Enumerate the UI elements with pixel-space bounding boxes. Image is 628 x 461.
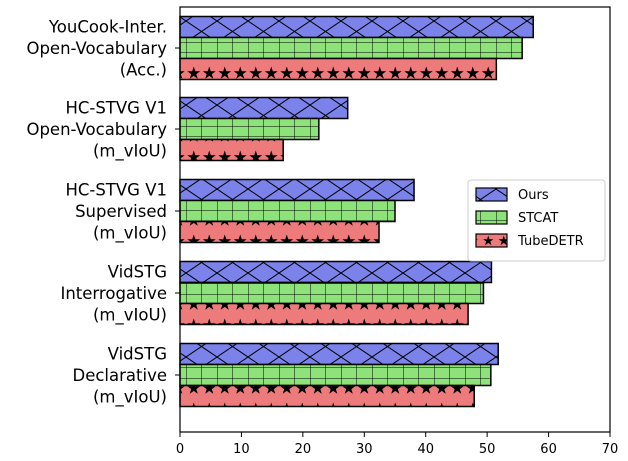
plot-frame bbox=[179, 6, 611, 433]
bar-ours-3 bbox=[179, 260, 493, 284]
bar-stcat-1 bbox=[179, 117, 320, 141]
category-label-2-0: HC-STVG V1 bbox=[65, 181, 167, 200]
category-label-1-1: Open-Vocabulary bbox=[26, 120, 167, 139]
category-label-1-2: (m_vIoU) bbox=[93, 142, 167, 162]
x-tick-label-40: 40 bbox=[417, 442, 434, 457]
category-labels: YouCook-Inter. Open-Vocabulary (Acc.) HC-ST… bbox=[26, 18, 180, 408]
x-tick-label-60: 60 bbox=[540, 442, 557, 457]
bar-tubedetr-3 bbox=[179, 302, 469, 326]
bar-ours-0 bbox=[179, 15, 534, 39]
category-label-4-0: VidSTG bbox=[108, 345, 167, 364]
x-tick-label-20: 20 bbox=[295, 442, 312, 457]
category-label-2-1: Supervised bbox=[75, 202, 167, 221]
bar-tubedetr-0 bbox=[179, 57, 498, 81]
category-label-3-1: Interrogative bbox=[60, 284, 167, 303]
category-label-2-2: (m_vIoU) bbox=[93, 224, 167, 244]
category-label-0-2: (Acc.) bbox=[120, 61, 167, 80]
x-axis-ticks: 0 10 20 30 40 50 60 70 bbox=[176, 432, 618, 457]
bar-stcat-2 bbox=[179, 199, 396, 223]
legend-label-stcat: STCAT bbox=[518, 211, 558, 226]
category-label-3-0: VidSTG bbox=[108, 263, 167, 282]
bar-ours-4 bbox=[179, 342, 499, 366]
bar-ours-2 bbox=[179, 178, 415, 202]
category-label-0-1: Open-Vocabulary bbox=[26, 39, 167, 58]
category-label-1-0: HC-STVG V1 bbox=[65, 99, 167, 118]
legend-label-tubedetr: TubeDETR bbox=[517, 234, 584, 249]
bar-stcat-4 bbox=[179, 363, 492, 387]
category-label-4-2: (m_vIoU) bbox=[93, 388, 167, 408]
legend-swatch-tubedetr bbox=[475, 233, 508, 248]
x-tick-label-70: 70 bbox=[602, 442, 619, 457]
category-label-0-0: YouCook-Inter. bbox=[48, 18, 167, 37]
legend: Ours STCAT TubeDETR bbox=[467, 179, 606, 262]
legend-swatch-stcat bbox=[475, 210, 508, 225]
category-label-4-1: Declarative bbox=[73, 366, 168, 385]
bar-stcat-3 bbox=[179, 281, 485, 305]
bar-tubedetr-2 bbox=[179, 220, 380, 244]
bar-tubedetr-4 bbox=[179, 384, 475, 408]
x-tick-label-0: 0 bbox=[176, 442, 184, 457]
x-tick-label-50: 50 bbox=[479, 442, 496, 457]
bar-ours-1 bbox=[179, 96, 349, 120]
category-label-3-2: (m_vIoU) bbox=[93, 306, 167, 326]
legend-swatch-ours bbox=[475, 187, 508, 202]
bar-stcat-0 bbox=[179, 36, 523, 60]
bar-tubedetr-1 bbox=[179, 138, 284, 162]
legend-label-ours: Ours bbox=[518, 188, 549, 203]
x-tick-label-10: 10 bbox=[233, 442, 250, 457]
x-tick-label-30: 30 bbox=[356, 442, 373, 457]
